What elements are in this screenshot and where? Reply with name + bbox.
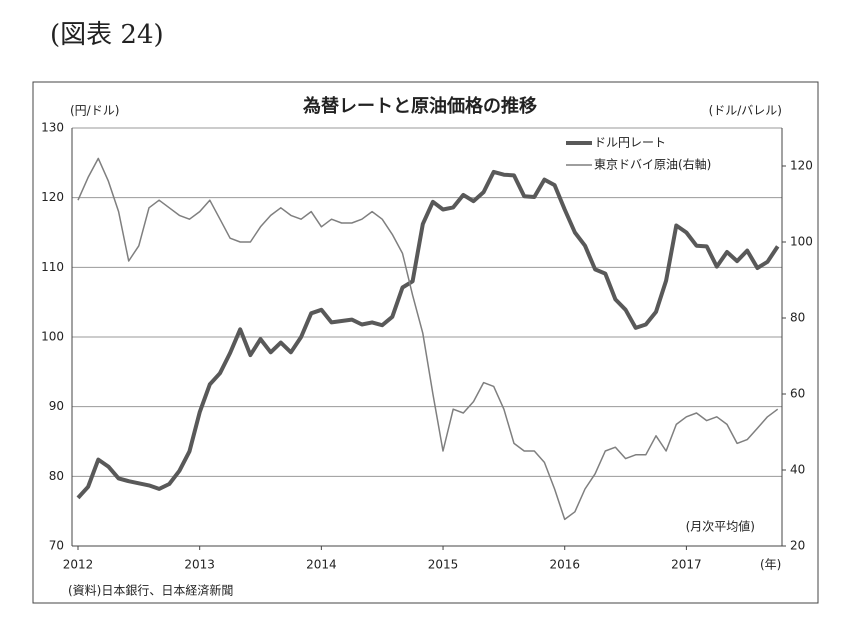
y-tick-label: 80 — [49, 469, 64, 483]
legend-label: ドル円レート — [594, 136, 666, 150]
series-line — [77, 157, 779, 521]
y2-tick-label: 100 — [790, 235, 813, 249]
y2-tick-label: 40 — [790, 463, 805, 477]
x-tick-label: 2016 — [549, 558, 580, 572]
x-tick-label: 2015 — [428, 558, 459, 572]
y-tick-label: 130 — [41, 121, 64, 135]
y-tick-label: 110 — [41, 260, 64, 274]
y-axis-label: (円/ドル) — [70, 104, 119, 118]
legend-label: 東京ドバイ原油(右軸) — [594, 157, 711, 172]
y2-axis-label: (ドル/バレル) — [709, 104, 782, 118]
y-tick-label: 90 — [49, 399, 64, 413]
heading: (図表 24) — [50, 20, 164, 50]
x-tick-label: 2014 — [306, 558, 337, 572]
series-line — [76, 169, 780, 500]
x-tick-label: 2017 — [671, 558, 702, 572]
y2-tick-label: 80 — [790, 311, 805, 325]
x-tick-label: 2012 — [63, 558, 94, 572]
note: (月次平均値) — [686, 519, 755, 534]
y2-tick-label: 120 — [790, 159, 813, 173]
y2-tick-label: 20 — [790, 539, 805, 553]
x-tick-label: 2013 — [184, 558, 215, 572]
chart-frame — [32, 81, 819, 604]
y-tick-label: 120 — [41, 190, 64, 204]
chart-title: 為替レートと原油価格の推移 — [303, 95, 537, 117]
y-tick-label: 70 — [49, 539, 64, 553]
x-axis-label: (年) — [760, 558, 781, 572]
y-tick-label: 100 — [41, 330, 64, 344]
source-note: (資料)日本銀行、日本経済新聞 — [68, 583, 233, 598]
y2-tick-label: 60 — [790, 387, 805, 401]
